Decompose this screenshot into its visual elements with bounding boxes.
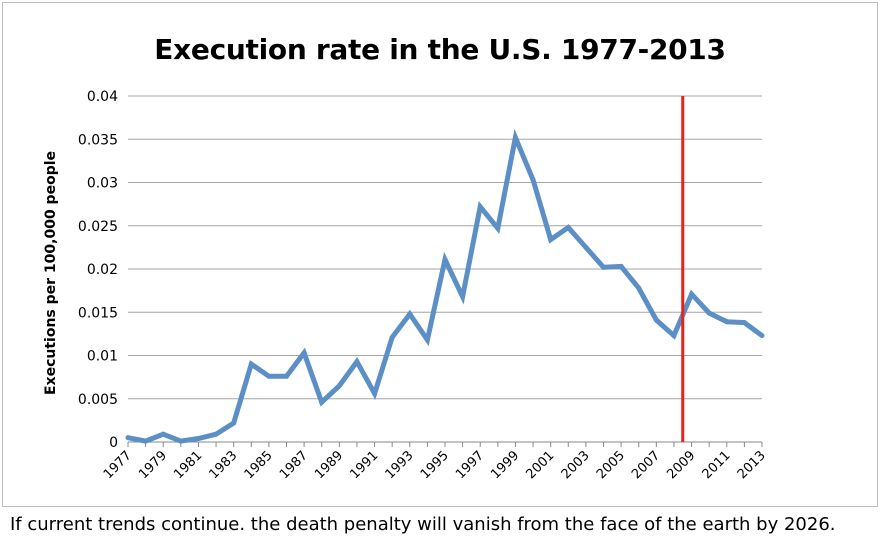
x-tick-label: 1999 xyxy=(488,448,522,482)
y-tick-label: 0.025 xyxy=(78,219,118,235)
y-tick-label: 0.01 xyxy=(87,349,118,365)
data-point xyxy=(442,256,448,262)
data-point xyxy=(284,373,289,379)
data-point xyxy=(601,264,606,270)
y-tick-label: 0 xyxy=(109,435,118,451)
data-point xyxy=(653,317,659,323)
x-tick-label: 2005 xyxy=(594,448,628,482)
y-tick-label: 0.015 xyxy=(78,305,118,321)
data-point xyxy=(354,359,360,365)
x-tick-label: 2007 xyxy=(629,448,663,482)
x-tick-label: 1991 xyxy=(347,448,381,482)
data-point xyxy=(319,399,325,405)
data-point xyxy=(583,244,589,250)
x-tick-label: 1997 xyxy=(453,448,487,482)
data-point xyxy=(495,225,501,231)
data-point xyxy=(741,320,747,326)
data-point xyxy=(301,350,307,356)
data-point xyxy=(565,224,571,230)
x-tick-label: 1993 xyxy=(383,448,417,482)
data-point xyxy=(512,135,518,141)
data-point xyxy=(530,177,536,183)
data-point xyxy=(460,294,466,300)
chart-title: Execution rate in the U.S. 1977-2013 xyxy=(154,33,726,66)
x-tick-label: 1985 xyxy=(242,448,276,482)
x-tick-label: 1995 xyxy=(418,448,452,482)
data-point xyxy=(424,337,430,343)
data-point xyxy=(724,319,730,325)
data-point xyxy=(548,237,554,243)
data-point xyxy=(671,333,677,339)
x-tick-label: 2013 xyxy=(735,448,769,482)
data-point xyxy=(231,420,237,426)
y-tick-label: 0.035 xyxy=(78,132,118,148)
x-tick-label: 2003 xyxy=(559,448,593,482)
data-point xyxy=(178,438,184,444)
caption: If current trends continue. the death pe… xyxy=(10,514,836,535)
data-point xyxy=(195,436,201,442)
y-axis-label: Executions per 100,000 people xyxy=(43,151,59,395)
data-point xyxy=(125,435,131,441)
y-tick-label: 0.02 xyxy=(87,262,118,278)
data-point xyxy=(389,334,395,340)
data-point xyxy=(336,383,342,389)
x-tick-label: 1983 xyxy=(206,448,240,482)
y-tick-label: 0.03 xyxy=(87,176,118,192)
data-point xyxy=(706,310,712,316)
data-point xyxy=(372,391,378,397)
data-point xyxy=(143,438,149,444)
data-point xyxy=(407,311,413,317)
data-point xyxy=(759,333,765,339)
x-tick-label: 1977 xyxy=(101,448,135,482)
data-point xyxy=(618,263,624,269)
data-point xyxy=(689,291,695,297)
series-line xyxy=(127,128,764,444)
data-point xyxy=(248,361,254,367)
x-tick-label: 1989 xyxy=(312,448,346,482)
x-tick-label: 1979 xyxy=(136,448,170,482)
x-tick-label: 1987 xyxy=(277,448,311,482)
data-point xyxy=(213,431,219,437)
y-tick-label: 0.04 xyxy=(87,89,118,105)
data-point xyxy=(160,431,166,437)
data-point xyxy=(266,373,272,379)
y-tick-label: 0.005 xyxy=(78,392,118,408)
chart-frame: Execution rate in the U.S. 1977-2013 0 0.… xyxy=(2,2,878,507)
data-point xyxy=(636,285,642,291)
line-chart: 0 0.005 0.01 0.015 0.02 0.025 0.03 0.035 0.04 197… xyxy=(43,89,769,482)
x-tick-label: 2001 xyxy=(523,448,557,482)
x-tick-label: 2011 xyxy=(700,448,734,482)
data-point xyxy=(477,204,483,210)
x-tick-label: 1981 xyxy=(171,448,205,482)
x-tick-label: 2009 xyxy=(664,448,698,482)
